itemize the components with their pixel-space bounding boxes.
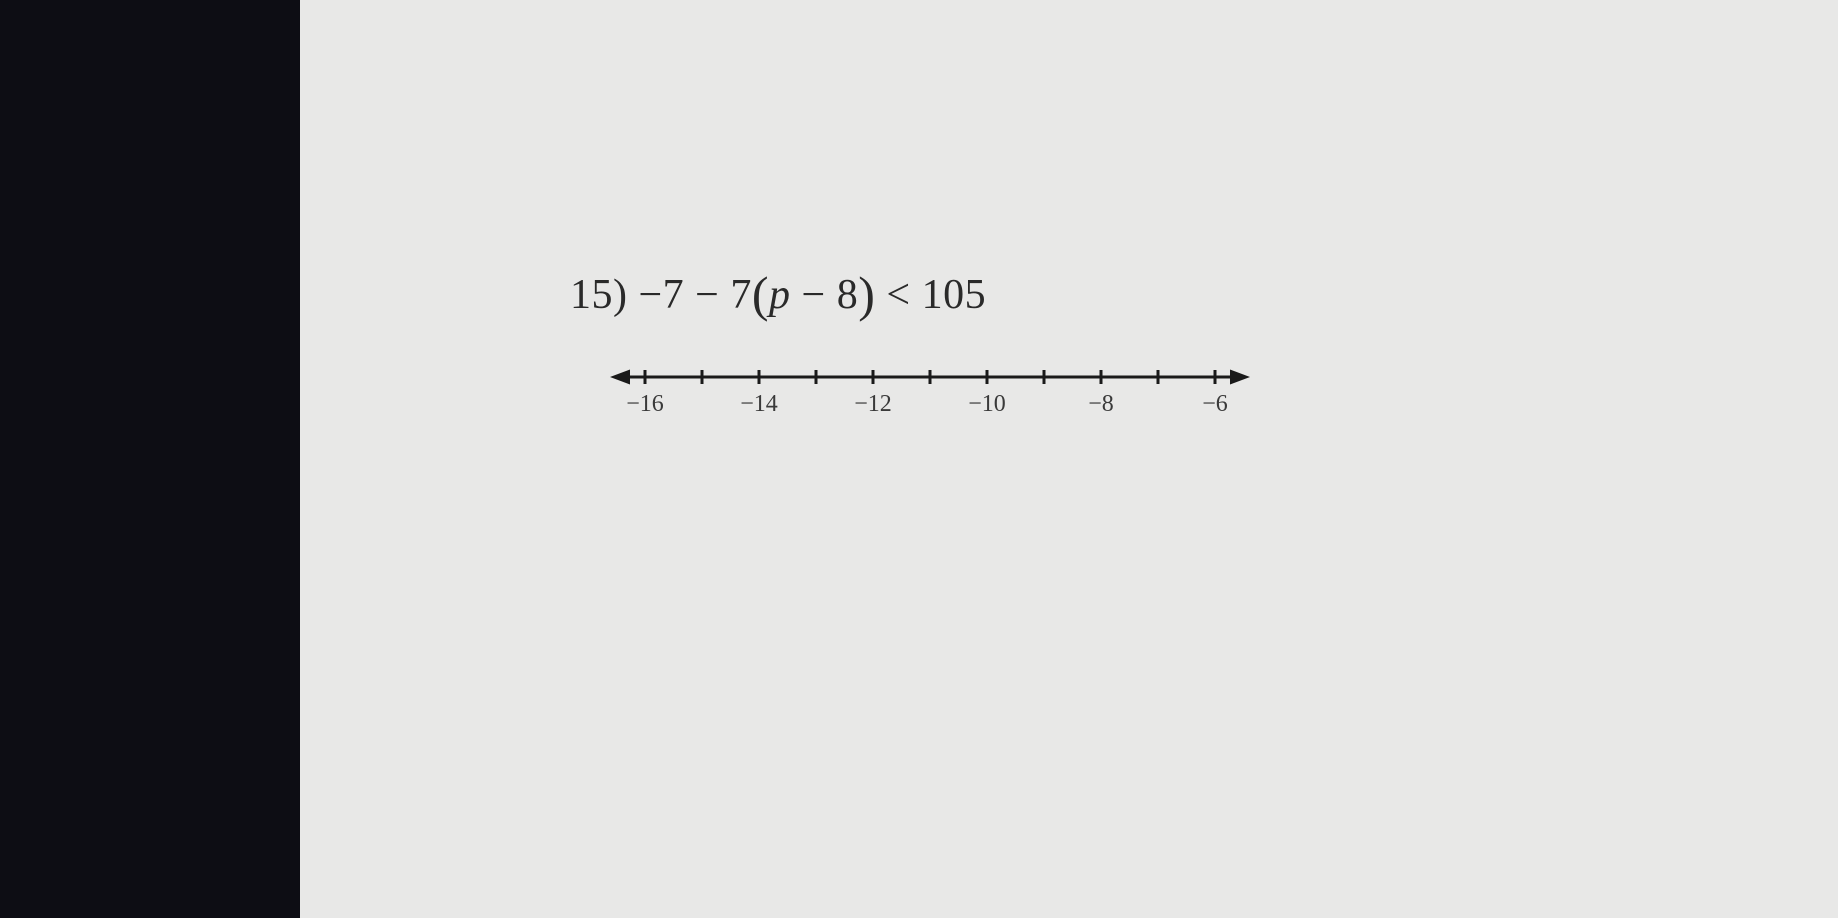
- tick-label: −14: [740, 391, 778, 417]
- tick-label: −10: [968, 391, 1006, 417]
- arrow-right-icon: [1230, 370, 1250, 385]
- comparator: <: [875, 272, 921, 318]
- paren-close: ): [858, 266, 875, 322]
- inner-rest: − 8: [791, 272, 859, 318]
- inequality-expression: 15) −7 − 7(p − 8) < 105: [570, 265, 986, 323]
- problem-number: 15): [570, 272, 628, 318]
- tick-label: −6: [1202, 391, 1228, 417]
- worksheet-paper: 15) −7 − 7(p − 8) < 105 −16 −14 −12 −10 −8 −6: [300, 0, 1838, 918]
- tick-label: −16: [626, 391, 664, 417]
- number-line-svg: −16 −14 −12 −10 −8 −6: [610, 355, 1250, 435]
- number-line: −16 −14 −12 −10 −8 −6: [610, 355, 1250, 435]
- variable-p: p: [769, 272, 791, 318]
- arrow-left-icon: [610, 370, 630, 385]
- photo-dark-margin: [0, 0, 300, 918]
- lhs-prefix: −7 − 7: [639, 272, 752, 318]
- paren-open: (: [752, 266, 769, 322]
- problem-15: 15) −7 − 7(p − 8) < 105: [570, 265, 986, 323]
- rhs: 105: [922, 272, 987, 318]
- tick-label: −12: [854, 391, 892, 417]
- tick-label: −8: [1088, 391, 1114, 417]
